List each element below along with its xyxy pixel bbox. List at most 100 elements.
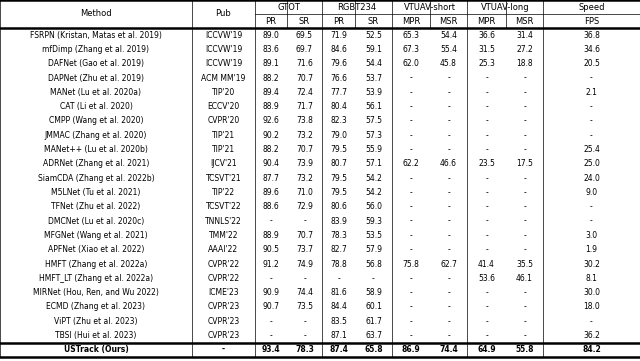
Text: AAAI'22: AAAI'22 bbox=[209, 245, 239, 254]
Text: 83.9: 83.9 bbox=[330, 217, 347, 226]
Text: MANet (Lu et al. 2020a): MANet (Lu et al. 2020a) bbox=[51, 88, 141, 97]
Text: 78.8: 78.8 bbox=[330, 260, 347, 269]
Text: -: - bbox=[590, 131, 593, 140]
Text: 8.1: 8.1 bbox=[586, 274, 597, 283]
Text: -: - bbox=[447, 131, 450, 140]
Text: 72.9: 72.9 bbox=[296, 202, 313, 211]
Text: 89.6: 89.6 bbox=[262, 188, 280, 197]
Text: TBSI (Hui et al. 2023): TBSI (Hui et al. 2023) bbox=[55, 331, 137, 340]
Text: 55.8: 55.8 bbox=[515, 345, 534, 355]
Text: 31.5: 31.5 bbox=[478, 45, 495, 54]
Text: -: - bbox=[523, 188, 526, 197]
Text: ADRNet (Zhang et al. 2021): ADRNet (Zhang et al. 2021) bbox=[43, 160, 149, 168]
Text: -: - bbox=[303, 331, 306, 340]
Text: -: - bbox=[447, 303, 450, 312]
Text: DAFNet (Gao et al. 2019): DAFNet (Gao et al. 2019) bbox=[48, 59, 144, 68]
Text: -: - bbox=[269, 217, 273, 226]
Text: DMCNet (Lu et al. 2020c): DMCNet (Lu et al. 2020c) bbox=[48, 217, 144, 226]
Text: CMPP (Wang et al. 2020): CMPP (Wang et al. 2020) bbox=[49, 117, 143, 126]
Text: ICCVW'19: ICCVW'19 bbox=[205, 59, 242, 68]
Text: 64.9: 64.9 bbox=[477, 345, 496, 355]
Text: 79.6: 79.6 bbox=[330, 59, 347, 68]
Text: -: - bbox=[523, 245, 526, 254]
Text: 57.3: 57.3 bbox=[365, 131, 382, 140]
Text: TFNet (Zhu et al. 2022): TFNet (Zhu et al. 2022) bbox=[51, 202, 141, 211]
Text: 56.8: 56.8 bbox=[365, 260, 382, 269]
Text: -: - bbox=[447, 331, 450, 340]
Text: CVPR'20: CVPR'20 bbox=[207, 117, 239, 126]
Text: ECCV'20: ECCV'20 bbox=[207, 102, 239, 111]
Text: 35.5: 35.5 bbox=[516, 260, 533, 269]
Text: 86.9: 86.9 bbox=[402, 345, 420, 355]
Text: 17.5: 17.5 bbox=[516, 160, 533, 168]
Text: -: - bbox=[410, 145, 412, 154]
Text: M5LNet (Tu et al. 2021): M5LNet (Tu et al. 2021) bbox=[51, 188, 141, 197]
Text: -: - bbox=[410, 303, 412, 312]
Text: 71.0: 71.0 bbox=[296, 188, 313, 197]
Text: PR: PR bbox=[333, 17, 344, 26]
Text: 41.4: 41.4 bbox=[478, 260, 495, 269]
Text: 36.8: 36.8 bbox=[583, 31, 600, 40]
Text: 84.2: 84.2 bbox=[582, 345, 601, 355]
Text: ECMD (Zhang et al. 2023): ECMD (Zhang et al. 2023) bbox=[47, 303, 145, 312]
Text: 61.7: 61.7 bbox=[365, 317, 382, 326]
Text: -: - bbox=[590, 317, 593, 326]
Text: ViPT (Zhu et al. 2023): ViPT (Zhu et al. 2023) bbox=[54, 317, 138, 326]
Text: 80.7: 80.7 bbox=[330, 160, 347, 168]
Text: -: - bbox=[590, 202, 593, 211]
Text: 73.9: 73.9 bbox=[296, 160, 313, 168]
Text: -: - bbox=[410, 174, 412, 183]
Text: 84.6: 84.6 bbox=[330, 45, 347, 54]
Text: 83.5: 83.5 bbox=[330, 317, 347, 326]
Text: VTUAV-short: VTUAV-short bbox=[403, 3, 456, 12]
Text: 81.6: 81.6 bbox=[330, 288, 347, 297]
Text: -: - bbox=[410, 102, 412, 111]
Text: -: - bbox=[372, 274, 375, 283]
Text: -: - bbox=[485, 131, 488, 140]
Text: -: - bbox=[303, 317, 306, 326]
Text: 27.2: 27.2 bbox=[516, 45, 533, 54]
Text: 3.0: 3.0 bbox=[586, 231, 598, 240]
Text: -: - bbox=[447, 102, 450, 111]
Text: 56.1: 56.1 bbox=[365, 102, 382, 111]
Text: -: - bbox=[485, 303, 488, 312]
Text: -: - bbox=[447, 231, 450, 240]
Text: 60.1: 60.1 bbox=[365, 303, 382, 312]
Text: TIP'20: TIP'20 bbox=[212, 88, 235, 97]
Text: 25.0: 25.0 bbox=[583, 160, 600, 168]
Text: 78.3: 78.3 bbox=[330, 231, 347, 240]
Text: 59.3: 59.3 bbox=[365, 217, 382, 226]
Text: -: - bbox=[447, 245, 450, 254]
Text: -: - bbox=[410, 317, 412, 326]
Text: -: - bbox=[485, 174, 488, 183]
Text: 90.9: 90.9 bbox=[262, 288, 280, 297]
Text: -: - bbox=[523, 174, 526, 183]
Text: JMMAC (Zhang et al. 2020): JMMAC (Zhang et al. 2020) bbox=[45, 131, 147, 140]
Text: MSR: MSR bbox=[439, 17, 458, 26]
Text: 70.7: 70.7 bbox=[296, 74, 313, 83]
Text: 54.2: 54.2 bbox=[365, 174, 382, 183]
Text: CVPR'23: CVPR'23 bbox=[207, 303, 239, 312]
Text: -: - bbox=[485, 102, 488, 111]
Text: CVPR'22: CVPR'22 bbox=[207, 260, 239, 269]
Text: -: - bbox=[485, 245, 488, 254]
Text: -: - bbox=[410, 74, 412, 83]
Text: -: - bbox=[410, 288, 412, 297]
Text: -: - bbox=[523, 202, 526, 211]
Text: -: - bbox=[523, 131, 526, 140]
Text: 30.2: 30.2 bbox=[583, 260, 600, 269]
Text: 73.7: 73.7 bbox=[296, 245, 313, 254]
Text: -: - bbox=[447, 174, 450, 183]
Text: 31.4: 31.4 bbox=[516, 31, 533, 40]
Text: 93.4: 93.4 bbox=[262, 345, 280, 355]
Text: 54.4: 54.4 bbox=[440, 31, 457, 40]
Text: 90.4: 90.4 bbox=[262, 160, 280, 168]
Text: GTOT: GTOT bbox=[277, 3, 300, 12]
Text: FSRPN (Kristan, Matas et al. 2019): FSRPN (Kristan, Matas et al. 2019) bbox=[30, 31, 162, 40]
Text: 70.7: 70.7 bbox=[296, 231, 313, 240]
Text: 88.9: 88.9 bbox=[262, 102, 280, 111]
Text: -: - bbox=[447, 188, 450, 197]
Text: 90.7: 90.7 bbox=[262, 303, 280, 312]
Text: 77.7: 77.7 bbox=[330, 88, 347, 97]
Text: 55.4: 55.4 bbox=[440, 45, 457, 54]
